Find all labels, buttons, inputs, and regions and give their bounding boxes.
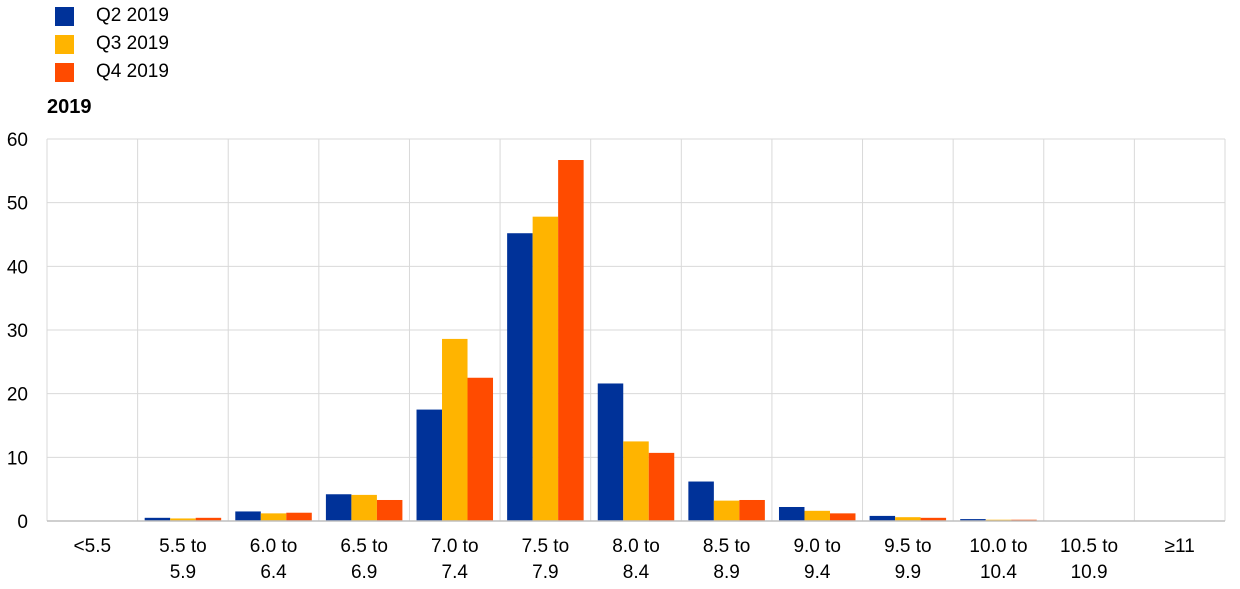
bar-q4-2019: [376, 499, 403, 521]
x-tick-label: 6.0 to: [250, 536, 298, 557]
y-tick-label: 40: [7, 257, 28, 278]
y-tick-label: 0: [17, 512, 28, 533]
x-tick-label: 6.4: [260, 562, 287, 583]
bar-q3-2019: [532, 216, 559, 521]
bar-q4-2019: [467, 377, 494, 521]
legend-swatch-q2: [55, 6, 74, 26]
bar-q3-2019: [170, 518, 196, 521]
bar-q2-2019: [869, 515, 896, 521]
bar-q2-2019: [778, 506, 805, 521]
x-tick-label: 7.5 to: [522, 536, 570, 557]
bar-q4-2019: [286, 512, 312, 521]
bar-q3-2019: [351, 494, 377, 521]
y-tick-label: 30: [7, 321, 28, 342]
x-tick-label: 9.9: [895, 562, 921, 583]
bar-q2-2019: [597, 383, 624, 521]
bar-q3-2019: [713, 500, 740, 521]
legend-label-q4: Q4 2019: [96, 61, 169, 82]
y-tick-label: 10: [7, 448, 28, 469]
x-tick-label: 8.5 to: [703, 536, 751, 557]
x-tick-label: ≥11: [1165, 536, 1195, 557]
y-tick-label: 60: [7, 130, 28, 151]
x-tick-label: 8.9: [713, 562, 739, 583]
bar-q2-2019: [507, 233, 533, 521]
y-tick-label: 50: [7, 194, 28, 215]
bar-q2-2019: [416, 409, 443, 521]
x-tick-label: 7.0 to: [431, 536, 479, 557]
bar-q4-2019: [558, 160, 584, 521]
bar-q4-2019: [829, 513, 856, 521]
x-tick-label: 9.4: [804, 562, 831, 583]
legend-label-q2: Q2 2019: [96, 5, 169, 26]
x-tick-label: 5.9: [170, 562, 196, 583]
x-tick-label: 8.4: [623, 562, 650, 583]
x-tick-label: 10.4: [980, 562, 1017, 583]
x-tick-label: 10.9: [1071, 562, 1108, 583]
x-tick-label: 6.5 to: [340, 536, 388, 557]
bar-q4-2019: [920, 517, 947, 521]
x-tick-label: 10.5 to: [1060, 536, 1118, 557]
x-tick-label: 5.5 to: [159, 536, 207, 557]
bar-q3-2019: [260, 513, 287, 521]
legend-item-q4: Q4 2019: [55, 58, 169, 86]
legend-label-q3: Q3 2019: [96, 33, 169, 54]
bar-q2-2019: [235, 511, 261, 521]
legend: Q2 2019 Q3 2019 Q4 2019: [55, 2, 169, 86]
bar-q2-2019: [960, 519, 986, 521]
bar-q2-2019: [325, 494, 352, 521]
bar-q3-2019: [804, 510, 830, 521]
bar-q3-2019: [623, 441, 649, 521]
x-tick-label: 9.0 to: [793, 536, 841, 557]
x-tick-label: 7.9: [532, 562, 558, 583]
x-tick-label: 10.0 to: [969, 536, 1027, 557]
bar-q3-2019: [442, 338, 468, 521]
x-tick-label: 7.4: [442, 562, 469, 583]
x-tick-label: 9.5 to: [884, 536, 932, 557]
bar-q4-2019: [739, 499, 765, 521]
x-tick-label: 8.0 to: [612, 536, 660, 557]
chart-title: 2019: [47, 96, 92, 118]
bar-q2-2019: [688, 481, 714, 521]
legend-item-q2: Q2 2019: [55, 2, 169, 30]
bar-q2-2019: [144, 517, 171, 521]
bar-q3-2019: [895, 517, 921, 521]
bar-q4-2019: [648, 452, 675, 521]
legend-swatch-q4: [55, 62, 74, 82]
x-tick-label: <5.5: [74, 536, 112, 557]
legend-swatch-q3: [55, 34, 74, 54]
bar-q4-2019: [195, 517, 222, 521]
legend-item-q3: Q3 2019: [55, 30, 169, 58]
y-tick-label: 20: [7, 385, 28, 406]
x-tick-label: 6.9: [351, 562, 377, 583]
